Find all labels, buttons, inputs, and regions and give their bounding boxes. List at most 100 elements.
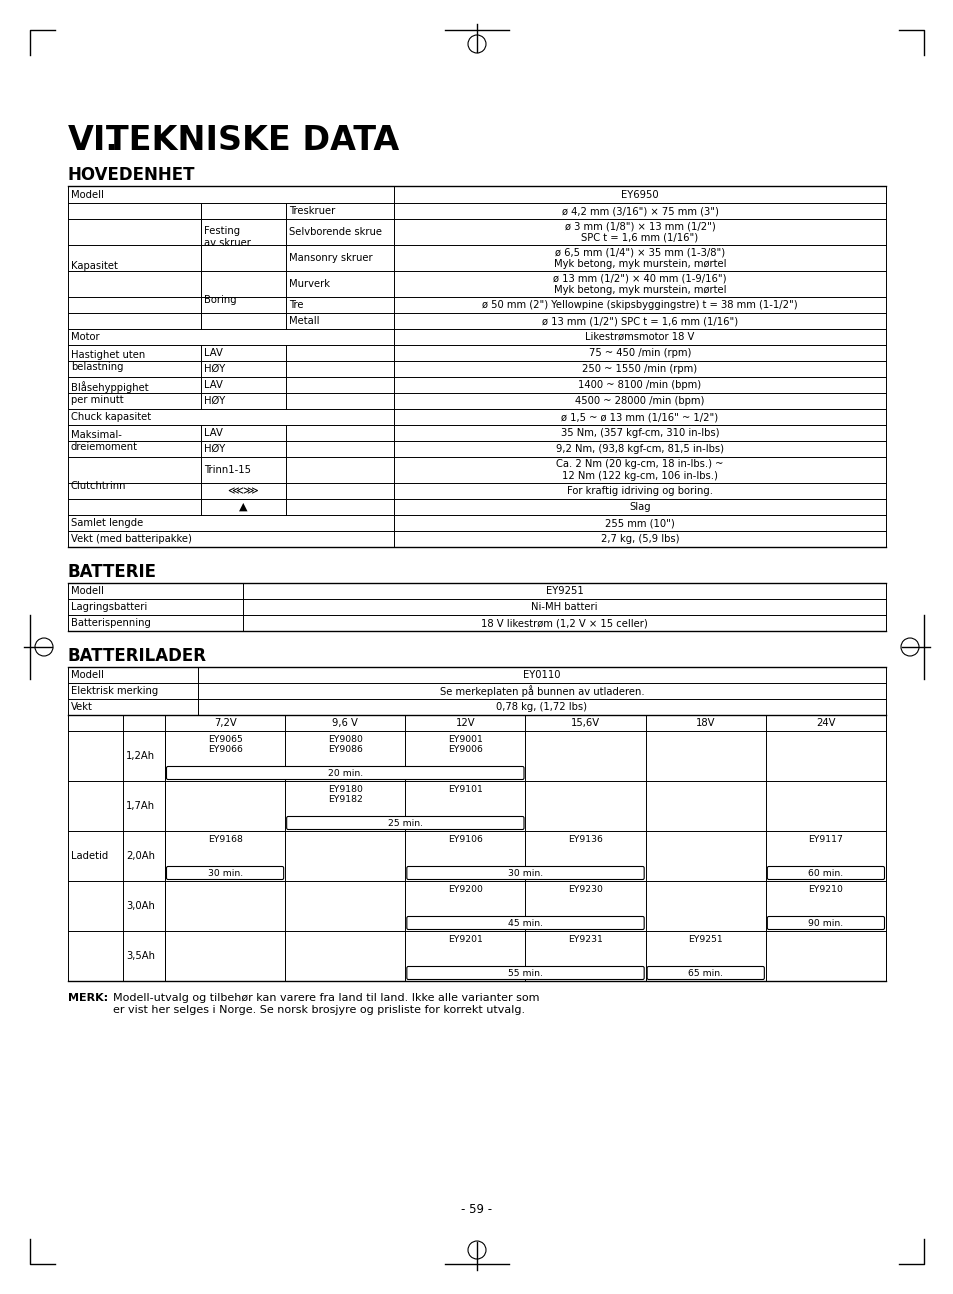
Text: 15,6V: 15,6V [571,718,599,729]
Text: EY9230: EY9230 [568,885,602,894]
Text: Motor: Motor [71,333,99,342]
Text: EY9200: EY9200 [448,885,482,894]
Text: Samlet lengde: Samlet lengde [71,518,143,528]
FancyBboxPatch shape [646,967,763,980]
Text: Ni-MH batteri: Ni-MH batteri [531,602,598,612]
Text: 2,7 kg, (5,9 lbs): 2,7 kg, (5,9 lbs) [600,534,679,543]
Text: EY9251: EY9251 [688,936,722,945]
Text: Modell: Modell [71,670,104,681]
FancyBboxPatch shape [406,967,643,980]
FancyBboxPatch shape [766,916,883,929]
Text: 4500 ~ 28000 /min (bpm): 4500 ~ 28000 /min (bpm) [575,396,704,406]
Text: Ca. 2 Nm (20 kg-cm, 18 in-lbs.) ~
12 Nm (122 kg-cm, 106 in-lbs.): Ca. 2 Nm (20 kg-cm, 18 in-lbs.) ~ 12 Nm … [556,459,723,481]
Text: EY9065
EY9066: EY9065 EY9066 [208,735,242,754]
Text: BATTERILADER: BATTERILADER [68,647,207,665]
Text: ø 1,5 ~ ø 13 mm (1/16" ~ 1/2"): ø 1,5 ~ ø 13 mm (1/16" ~ 1/2") [561,411,718,422]
Text: TEKNISKE DATA: TEKNISKE DATA [106,124,399,157]
Text: Kapasitet: Kapasitet [71,261,118,270]
Text: EY9168: EY9168 [208,835,242,844]
Text: Blåsehyppighet
per minutt: Blåsehyppighet per minutt [71,382,149,405]
Text: 7,2V: 7,2V [213,718,236,729]
FancyBboxPatch shape [766,867,883,880]
Text: ø 13 mm (1/2") × 40 mm (1-9/16")
Myk betong, myk murstein, mørtel: ø 13 mm (1/2") × 40 mm (1-9/16") Myk bet… [553,273,726,295]
Text: Murverk: Murverk [289,280,330,289]
Text: 30 min.: 30 min. [507,868,542,877]
Text: Se merkeplaten på bunnen av utladeren.: Se merkeplaten på bunnen av utladeren. [439,685,643,697]
Text: 20 min.: 20 min. [327,769,362,778]
Text: For kraftig idriving og boring.: For kraftig idriving og boring. [566,487,712,496]
Text: 250 ~ 1550 /min (rpm): 250 ~ 1550 /min (rpm) [582,364,697,374]
FancyBboxPatch shape [167,766,523,779]
Text: Hastighet uten
belastning: Hastighet uten belastning [71,351,145,371]
Text: 1400 ~ 8100 /min (bpm): 1400 ~ 8100 /min (bpm) [578,380,700,389]
Text: 35 Nm, (357 kgf-cm, 310 in-lbs): 35 Nm, (357 kgf-cm, 310 in-lbs) [560,428,719,437]
Text: ø 50 mm (2") Yellowpine (skipsbyggingstre) t = 38 mm (1-1/2"): ø 50 mm (2") Yellowpine (skipsbyggingstr… [481,300,797,311]
Text: 25 min.: 25 min. [388,819,422,827]
Text: Slag: Slag [629,502,650,512]
Text: ⋘⋙: ⋘⋙ [228,487,259,496]
Text: EY9231: EY9231 [568,936,602,945]
Text: ø 4,2 mm (3/16") × 75 mm (3"): ø 4,2 mm (3/16") × 75 mm (3") [561,206,718,216]
Text: LAV: LAV [204,428,223,437]
Text: 0,78 kg, (1,72 lbs): 0,78 kg, (1,72 lbs) [496,703,587,712]
Text: Trinn1-15: Trinn1-15 [204,465,251,475]
Text: ▲: ▲ [239,502,248,512]
Text: Treskruer: Treskruer [289,206,335,216]
Text: 60 min.: 60 min. [807,868,842,877]
Text: VI.: VI. [68,124,119,157]
Text: Chuck kapasitet: Chuck kapasitet [71,411,151,422]
Text: 9,2 Nm, (93,8 kgf-cm, 81,5 in-lbs): 9,2 Nm, (93,8 kgf-cm, 81,5 in-lbs) [556,444,723,454]
Text: 75 ~ 450 /min (rpm): 75 ~ 450 /min (rpm) [588,348,691,358]
Text: EY0110: EY0110 [522,670,560,681]
Text: Ladetid: Ladetid [71,851,108,861]
Text: HØY: HØY [204,444,225,454]
Text: EY9201: EY9201 [448,936,482,945]
Text: MERK:: MERK: [68,992,108,1003]
Text: EY9106: EY9106 [448,835,482,844]
Text: Lagringsbatteri: Lagringsbatteri [71,602,147,612]
Text: EY6950: EY6950 [620,189,659,199]
Text: 24V: 24V [816,718,835,729]
FancyBboxPatch shape [286,817,523,829]
Text: EY9180
EY9182: EY9180 EY9182 [328,785,362,805]
Text: 18 V likestrøm (1,2 V × 15 celler): 18 V likestrøm (1,2 V × 15 celler) [480,619,647,628]
Text: 65 min.: 65 min. [687,968,722,977]
Text: ø 3 mm (1/8") × 13 mm (1/2")
SPC t = 1,6 mm (1/16"): ø 3 mm (1/8") × 13 mm (1/2") SPC t = 1,6… [564,221,715,243]
Text: Batterispenning: Batterispenning [71,619,151,628]
Text: Modell-utvalg og tilbehør kan varere fra land til land. Ikke alle varianter som
: Modell-utvalg og tilbehør kan varere fra… [112,992,539,1014]
Text: 55 min.: 55 min. [508,968,542,977]
Text: Tre: Tre [289,300,303,311]
Text: ø 6,5 mm (1/4") × 35 mm (1-3/8")
Myk betong, myk murstein, mørtel: ø 6,5 mm (1/4") × 35 mm (1-3/8") Myk bet… [553,247,725,269]
FancyBboxPatch shape [406,916,643,929]
FancyBboxPatch shape [167,867,283,880]
Text: HØY: HØY [204,364,225,374]
Text: EY9136: EY9136 [568,835,602,844]
Text: Mansonry skruer: Mansonry skruer [289,254,373,263]
Text: 3,0Ah: 3,0Ah [126,901,154,911]
Text: Vekt (med batteripakke): Vekt (med batteripakke) [71,534,192,543]
Text: 18V: 18V [696,718,715,729]
Text: EY9251: EY9251 [545,586,583,597]
Text: HØY: HØY [204,396,225,406]
Text: 1,7Ah: 1,7Ah [126,801,155,811]
Text: Metall: Metall [289,316,319,326]
Text: 90 min.: 90 min. [807,919,842,928]
Text: 12V: 12V [456,718,475,729]
Text: Vekt: Vekt [71,703,92,712]
Text: Elektrisk merking: Elektrisk merking [71,686,158,696]
Text: EY9080
EY9086: EY9080 EY9086 [328,735,362,754]
Text: LAV: LAV [204,380,223,389]
Text: 2,0Ah: 2,0Ah [126,851,154,861]
Text: 255 mm (10"): 255 mm (10") [604,518,674,528]
Text: HOVEDENHET: HOVEDENHET [68,166,195,184]
Text: EY9001
EY9006: EY9001 EY9006 [448,735,482,754]
FancyBboxPatch shape [406,867,643,880]
Text: 30 min.: 30 min. [208,868,242,877]
Text: EY9101: EY9101 [448,785,482,795]
Text: Maksimal-
dreiemoment: Maksimal- dreiemoment [71,430,138,452]
Text: Boring: Boring [204,295,236,305]
Text: EY9117: EY9117 [807,835,842,844]
Text: Selvborende skrue: Selvborende skrue [289,226,381,237]
Text: 1,2Ah: 1,2Ah [126,751,155,761]
Text: 45 min.: 45 min. [507,919,542,928]
